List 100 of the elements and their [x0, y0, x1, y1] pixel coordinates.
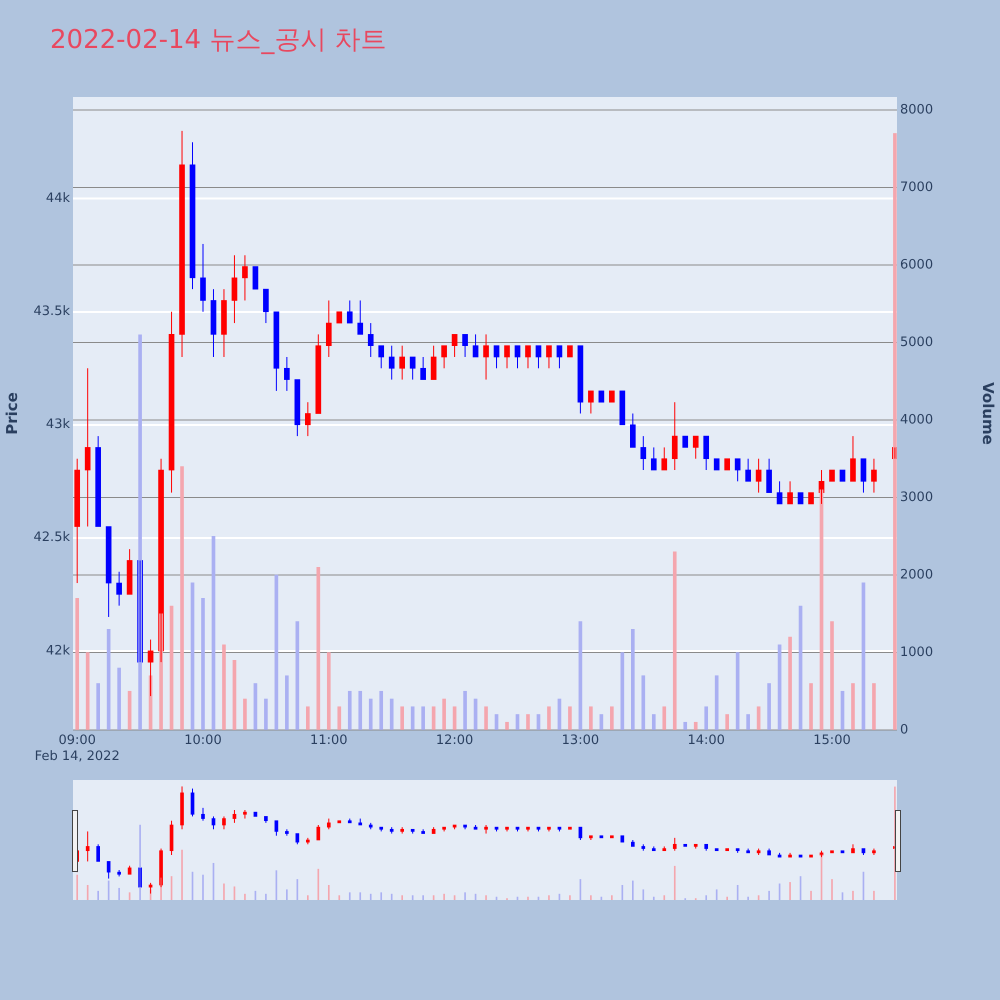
bar [201, 598, 205, 730]
y2-tick-label: 3000 [900, 490, 934, 505]
bar [296, 621, 300, 730]
bar [264, 698, 268, 730]
bar [756, 706, 760, 730]
bar [432, 706, 436, 730]
bar [630, 628, 635, 730]
bar [641, 675, 646, 730]
bar [106, 628, 110, 730]
y2-tick-label: 2000 [900, 567, 934, 582]
bar [368, 698, 373, 730]
candlestick [798, 492, 804, 504]
bar [704, 706, 708, 730]
bar [862, 582, 866, 730]
bar [358, 690, 362, 730]
bar [610, 706, 614, 730]
candlestick [682, 436, 688, 448]
x-tick-label: 15:00 [813, 733, 851, 748]
x-tick-label: 09:00 Feb 14, 2022 [34, 733, 120, 764]
bar [694, 722, 698, 730]
y2-tick-label: 6000 [900, 258, 934, 273]
y-tick-label: 43k [46, 417, 70, 432]
bar [484, 706, 488, 730]
bar [75, 598, 80, 730]
bar [568, 706, 572, 730]
bar [86, 652, 90, 730]
bar [274, 574, 278, 730]
bar [190, 582, 194, 730]
candlestick [829, 470, 835, 482]
bar [148, 675, 152, 730]
y2-tick-label: 5000 [900, 334, 934, 350]
bar [474, 698, 478, 730]
x-tick-label: 10:00 [184, 733, 222, 748]
bar [830, 621, 834, 730]
bar [547, 706, 551, 730]
candlestick [840, 470, 846, 482]
bar [620, 652, 624, 730]
bar [243, 698, 247, 730]
bar [170, 606, 174, 730]
bar [809, 683, 813, 730]
bar [536, 714, 540, 730]
bar [348, 690, 352, 730]
bar [379, 690, 384, 730]
bar [893, 133, 897, 730]
bar [232, 660, 236, 730]
bar [494, 714, 498, 730]
candlestick [808, 492, 814, 504]
y-tick-label: 42.5k [34, 530, 70, 546]
bar [452, 706, 456, 730]
bar [714, 675, 719, 730]
bar [662, 706, 666, 730]
bar [442, 698, 446, 730]
bar [128, 690, 132, 730]
bar [851, 683, 855, 730]
bar [589, 706, 593, 730]
bar [600, 714, 604, 730]
bar [578, 621, 582, 730]
bar [526, 714, 530, 730]
bar [222, 644, 226, 730]
bar [746, 714, 750, 730]
y-tick-label: 43.5k [34, 304, 70, 320]
bar [180, 466, 184, 730]
bar [212, 536, 216, 730]
y2-tick-label: 8000 [900, 102, 934, 118]
bar [337, 706, 342, 730]
x-tick-label: 11:00 [310, 733, 348, 748]
y-tick-label: 44k [46, 191, 70, 206]
y2-tick-label: 1000 [900, 644, 934, 660]
bar [652, 714, 656, 730]
bar [516, 714, 520, 730]
bar [285, 675, 289, 730]
y2-tick-label: 0 [900, 722, 908, 738]
bar [505, 722, 509, 730]
bar [558, 698, 562, 730]
bar [778, 644, 782, 730]
y2-tick-label: 7000 [900, 180, 934, 196]
bar [872, 683, 876, 730]
bar [798, 606, 802, 730]
y2-axis-title: Volume [979, 382, 998, 445]
bar [138, 334, 142, 730]
bar [117, 668, 121, 730]
bar [400, 706, 404, 730]
bar [316, 566, 320, 730]
y2-tick-label: 4000 [900, 412, 934, 428]
chart-title: 2022-02-14 뉴스_공시 차트 [50, 24, 387, 57]
bar [326, 652, 331, 730]
bar [421, 706, 425, 730]
x-tick-label: 13:00 [562, 733, 600, 748]
x-tick-label: 12:00 [436, 733, 474, 748]
bar [410, 706, 414, 730]
y-tick-label: 42k [46, 643, 70, 658]
y-axis-title: Price [2, 392, 21, 435]
bar [306, 706, 310, 730]
bar [96, 683, 100, 730]
bar [463, 690, 467, 730]
bar [672, 551, 677, 730]
candlestick [567, 345, 573, 358]
bar [736, 652, 740, 730]
bar [840, 690, 844, 730]
bar [390, 698, 394, 730]
